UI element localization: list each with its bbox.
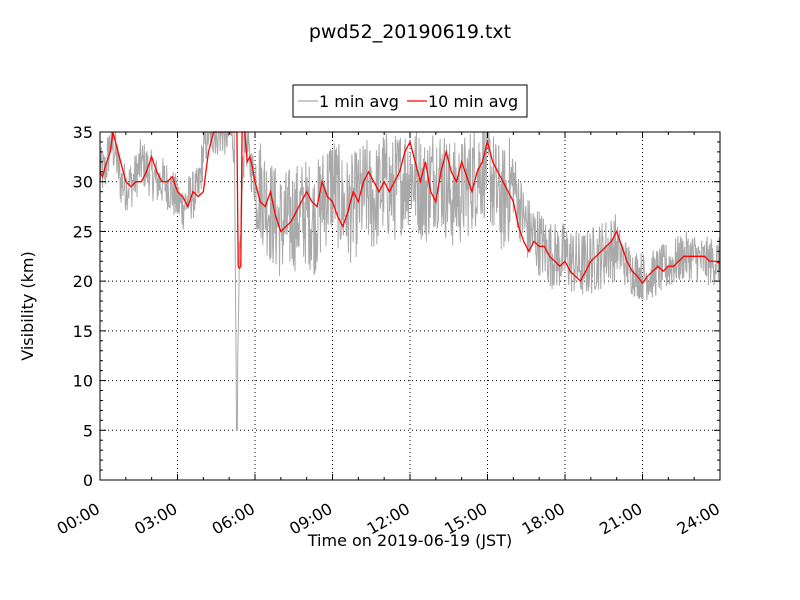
y-tick-label: 35 xyxy=(73,123,93,142)
series-1min-avg xyxy=(99,130,721,431)
legend-label-1min: 1 min avg xyxy=(319,92,399,111)
y-tick-label: 5 xyxy=(83,421,93,440)
legend-label-10min: 10 min avg xyxy=(428,92,518,111)
x-axis-label: Time on 2019-06-19 (JST) xyxy=(307,531,512,550)
axis-ticks xyxy=(99,131,721,481)
y-tick-labels: 0 5 10 15 20 25 30 35 xyxy=(73,123,93,490)
series-10min-avg xyxy=(99,131,721,285)
y-axis-label: Visibility (km) xyxy=(18,251,37,360)
y-tick-label: 15 xyxy=(73,322,93,341)
y-tick-label: 0 xyxy=(83,471,93,490)
line-10min-avg xyxy=(99,131,721,285)
legend: 1 min avg 10 min avg xyxy=(292,84,528,118)
chart-title: pwd52_20190619.txt xyxy=(309,21,511,43)
line-1min-avg xyxy=(99,130,721,431)
y-tick-label: 30 xyxy=(73,173,93,192)
y-tick-label: 10 xyxy=(73,372,93,391)
y-tick-label: 25 xyxy=(73,222,93,241)
y-tick-label: 20 xyxy=(73,272,93,291)
